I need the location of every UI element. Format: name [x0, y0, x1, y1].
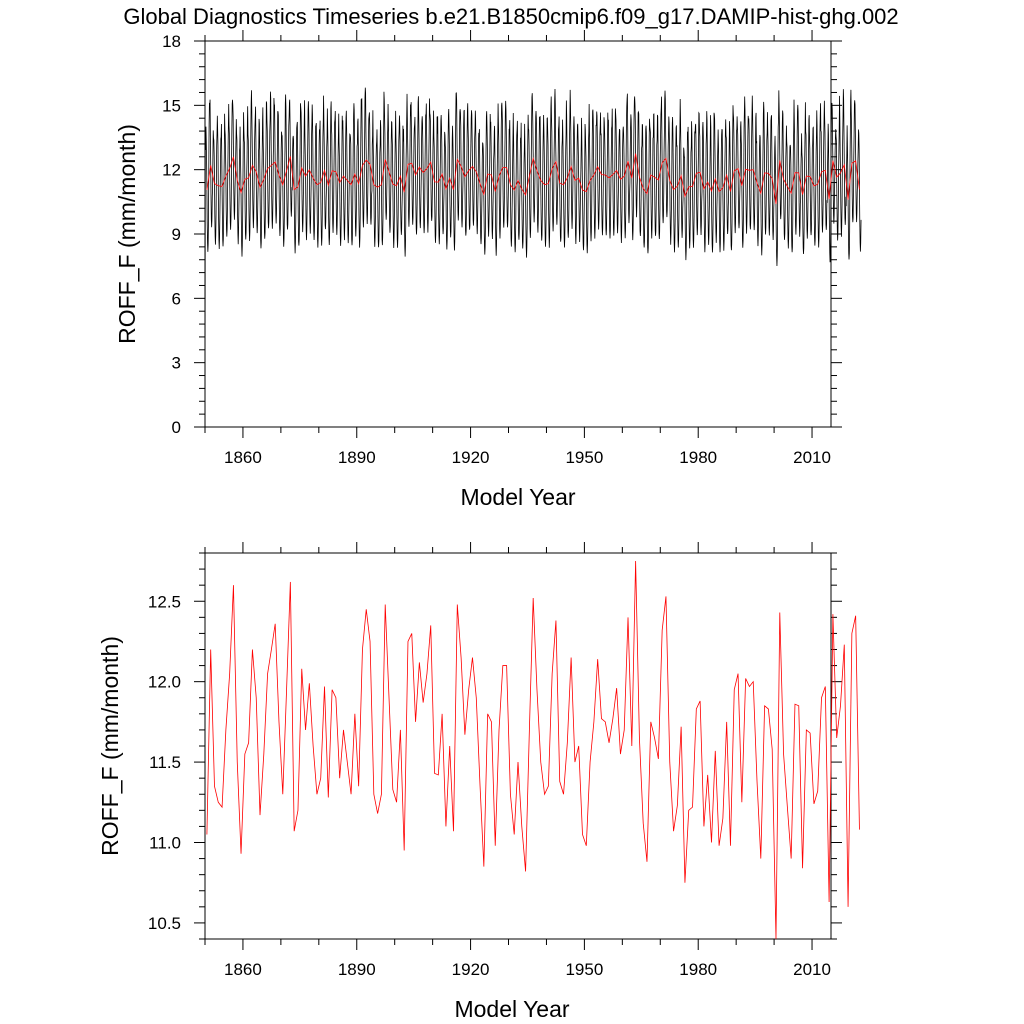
- x-tick-label: 1890: [338, 448, 376, 467]
- bottom-ticks: [194, 542, 842, 950]
- y-tick-label: 11.0: [149, 834, 181, 853]
- bottom-tick-labels: 1860 1890 1920 1950 1980 2010 10.5 11.0 11.5 12.0…: [148, 592, 831, 979]
- bottom-x-axis-label: Model Year: [454, 996, 569, 1022]
- y-tick-label: 6: [172, 289, 181, 308]
- bottom-panel: 1860 1890 1920 1950 1980 2010 10.5 11.0 11.5 12.0…: [97, 542, 860, 1022]
- y-tick-label: 12: [162, 161, 181, 180]
- annual-mean-series-line: [206, 153, 860, 205]
- top-x-axis-label: Model Year: [460, 484, 575, 510]
- x-tick-label: 2010: [793, 960, 831, 979]
- y-tick-label: 11.5: [149, 753, 181, 772]
- y-tick-label: 9: [172, 225, 181, 244]
- top-tick-labels: 1860 1890 1920 1950 1980 2010 0 3 6 9 12 15 18: [162, 32, 831, 467]
- y-tick-label: 3: [172, 354, 181, 373]
- y-tick-label: 0: [172, 418, 181, 437]
- y-tick-label: 15: [162, 96, 181, 115]
- top-panel: 1860 1890 1920 1950 1980 2010 0 3 6 9 12 15 18 Model…: [114, 30, 862, 510]
- annual-mean-series-line: [206, 561, 860, 940]
- x-tick-label: 1980: [679, 960, 717, 979]
- x-tick-label: 1920: [452, 960, 490, 979]
- monthly-series-line: [204, 87, 862, 428]
- x-tick-label: 1920: [452, 448, 490, 467]
- top-y-axis-label: ROFF_F (mm/month): [114, 124, 140, 344]
- top-series: [204, 87, 862, 428]
- y-tick-label: 10.5: [148, 914, 181, 933]
- bottom-series: [206, 561, 860, 940]
- x-tick-label: 1890: [338, 960, 376, 979]
- bottom-plot-frame: [204, 552, 832, 940]
- y-tick-label: 12.0: [148, 673, 181, 692]
- x-tick-label: 1950: [565, 448, 603, 467]
- x-tick-label: 1860: [224, 960, 262, 979]
- y-tick-label: 18: [162, 32, 181, 51]
- top-ticks: [194, 30, 842, 438]
- x-tick-label: 1980: [679, 448, 717, 467]
- x-tick-label: 1950: [565, 960, 603, 979]
- y-tick-label: 12.5: [148, 592, 181, 611]
- bottom-y-axis-label: ROFF_F (mm/month): [97, 636, 123, 856]
- chart-title: Global Diagnostics Timeseries b.e21.B185…: [123, 4, 898, 29]
- x-tick-label: 1860: [224, 448, 262, 467]
- x-tick-label: 2010: [793, 448, 831, 467]
